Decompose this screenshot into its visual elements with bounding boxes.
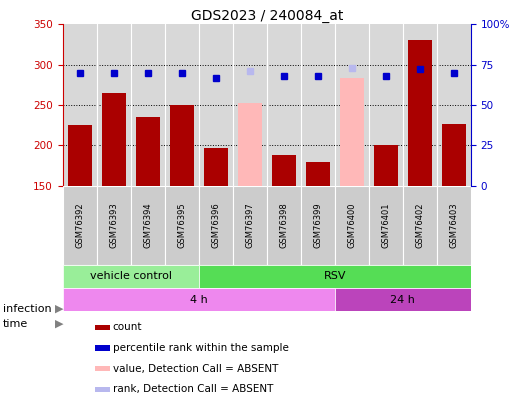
Bar <box>63 288 335 311</box>
Text: GSM76396: GSM76396 <box>211 202 220 248</box>
Bar <box>199 264 471 288</box>
Bar <box>95 366 110 371</box>
Text: GSM76394: GSM76394 <box>143 202 152 248</box>
Bar <box>335 288 471 311</box>
Bar <box>170 105 194 186</box>
Bar <box>340 78 363 186</box>
Bar <box>68 125 92 186</box>
Text: GSM76392: GSM76392 <box>75 202 84 248</box>
Title: GDS2023 / 240084_at: GDS2023 / 240084_at <box>190 9 343 23</box>
Text: GSM76400: GSM76400 <box>347 202 356 248</box>
Bar <box>95 345 110 351</box>
Bar <box>442 124 465 186</box>
Text: value, Detection Call = ABSENT: value, Detection Call = ABSENT <box>112 364 278 374</box>
Text: infection: infection <box>3 304 51 313</box>
Bar <box>136 117 160 186</box>
Bar <box>306 162 329 186</box>
Text: GSM76397: GSM76397 <box>245 202 254 248</box>
Bar <box>204 148 228 186</box>
Bar <box>97 186 131 264</box>
Bar <box>272 155 295 186</box>
Bar <box>403 186 437 264</box>
Bar <box>63 186 97 264</box>
Bar <box>437 186 471 264</box>
Bar <box>408 40 431 186</box>
Bar <box>233 186 267 264</box>
Text: GSM76402: GSM76402 <box>415 202 424 248</box>
Text: rank, Detection Call = ABSENT: rank, Detection Call = ABSENT <box>112 384 273 394</box>
Bar <box>63 264 199 288</box>
Bar <box>369 186 403 264</box>
Bar <box>102 93 126 186</box>
Text: time: time <box>3 319 28 329</box>
Text: ▶: ▶ <box>55 319 63 329</box>
Text: 24 h: 24 h <box>390 294 415 305</box>
Bar <box>131 186 165 264</box>
Bar <box>374 145 397 186</box>
Text: GSM76399: GSM76399 <box>313 202 322 248</box>
Bar <box>267 186 301 264</box>
Bar <box>165 186 199 264</box>
Bar <box>238 103 262 186</box>
Bar <box>301 186 335 264</box>
Text: GSM76401: GSM76401 <box>381 202 390 248</box>
Text: GSM76403: GSM76403 <box>449 202 458 248</box>
Text: ▶: ▶ <box>55 304 63 313</box>
Text: GSM76393: GSM76393 <box>109 202 118 248</box>
Text: 4 h: 4 h <box>190 294 208 305</box>
Text: GSM76395: GSM76395 <box>177 202 186 248</box>
Bar <box>335 186 369 264</box>
Bar <box>199 186 233 264</box>
Text: count: count <box>112 322 142 333</box>
Bar <box>95 325 110 330</box>
Text: vehicle control: vehicle control <box>90 271 172 281</box>
Bar <box>95 387 110 392</box>
Text: percentile rank within the sample: percentile rank within the sample <box>112 343 288 353</box>
Text: GSM76398: GSM76398 <box>279 202 288 248</box>
Text: RSV: RSV <box>323 271 346 281</box>
